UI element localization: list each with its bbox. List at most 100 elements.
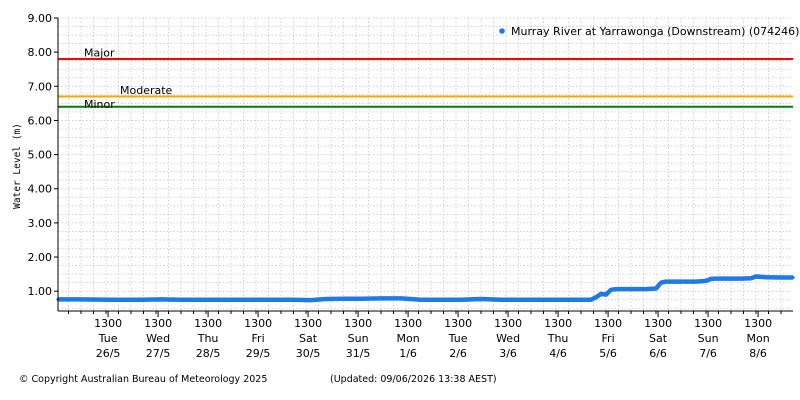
x-tick-label: 31/5 [346,347,371,360]
data-point [324,297,328,301]
x-tick-label: 7/6 [699,347,717,360]
threshold-label-major: Major [84,46,115,59]
x-tick-label: 1300 [244,317,272,330]
x-tick-label: Sun [348,332,369,345]
x-tick-label: 1300 [744,317,772,330]
data-point [754,274,758,279]
x-tick-label: Thu [547,332,569,345]
data-point [109,298,113,302]
data-point [309,298,313,302]
x-tick-label: 1300 [94,317,122,330]
data-point [791,275,795,280]
y-tick-label: 2.00 [28,251,53,264]
x-tick-label: Mon [746,332,769,345]
data-point [704,279,708,283]
data-point [659,281,663,285]
x-tick-label: 1300 [194,317,222,330]
data-point [179,298,183,302]
x-tick-label: 1300 [444,317,472,330]
x-tick-label: 1300 [644,317,672,330]
x-tick-label: 1300 [394,317,422,330]
y-tick-label: 3.00 [28,217,53,230]
data-point [679,280,683,284]
x-tick-label: 1300 [544,317,572,330]
x-tick-label: Wed [496,332,520,345]
x-tick-label: 28/5 [196,347,221,360]
chart-legend: Murray River at Yarrawonga (Downstream) … [499,25,799,38]
x-tick-label: Sun [698,332,719,345]
flood-thresholds: Major Moderate Minor [58,46,793,111]
data-point [779,275,783,280]
data-point [614,287,618,291]
data-point [229,298,233,302]
data-point [589,298,593,302]
x-tick-label: 6/6 [649,347,667,360]
x-axis-ticks: 1300 Tue 26/5 1300 Wed 27/5 1300 Thu 28/5 1300 Fri… [68,311,782,360]
x-tick-label: Tue [448,332,468,345]
y-tick-label: 8.00 [28,46,53,59]
data-point [259,298,263,302]
data-point [79,297,83,301]
data-point [694,280,698,284]
data-point [379,296,383,300]
legend-marker [499,28,505,34]
x-tick-label: Wed [146,332,170,345]
x-tick-label: 8/6 [749,347,767,360]
data-point [714,276,718,281]
x-tick-label: 3/6 [499,347,517,360]
threshold-label-moderate: Moderate [120,84,173,97]
y-tick-label: 7.00 [28,80,53,93]
x-tick-label: 1/6 [399,347,417,360]
data-point [289,298,293,302]
data-point [399,296,403,300]
x-tick-label: 26/5 [96,347,121,360]
data-point [559,298,563,302]
x-tick-label: Mon [396,332,419,345]
data-point [764,275,768,279]
water-level-chart: Major Moderate Minor 9.00 8.00 7.00 6.00 5.00 4… [12,12,799,360]
data-point [419,298,423,302]
x-tick-label: Fri [602,332,615,345]
x-tick-label: 1300 [144,317,172,330]
data-point [529,298,533,302]
x-tick-label: Thu [197,332,219,345]
chart-series [56,274,795,303]
data-point [594,295,598,299]
data-point [604,293,608,297]
x-tick-label: 1300 [294,317,322,330]
data-point [599,292,603,296]
data-point [654,286,658,291]
data-point [499,298,503,302]
copyright-text: © Copyright Australian Bureau of Meteoro… [19,374,268,385]
updated-timestamp: (Updated: 09/06/2026 13:38 AEST) [330,374,497,385]
x-tick-label: 1300 [694,317,722,330]
data-point [664,280,668,284]
data-point [729,276,733,281]
x-tick-label: 29/5 [246,347,271,360]
x-tick-label: 5/6 [599,347,617,360]
x-tick-label: 1300 [344,317,372,330]
y-tick-label: 9.00 [28,12,53,25]
x-tick-label: Tue [98,332,118,345]
data-point [439,298,443,302]
threshold-label-minor: Minor [84,98,115,111]
data-point [159,297,163,301]
data-point [739,276,743,281]
y-tick-label: 5.00 [28,149,53,162]
data-point [199,298,203,302]
data-point [644,287,648,291]
data-point [609,288,613,292]
x-tick-label: 2/6 [449,347,467,360]
x-tick-label: 4/6 [549,347,567,360]
y-axis-label: Water Level (m) [12,123,23,209]
data-point [749,276,753,280]
y-tick-label: 1.00 [28,285,53,298]
y-axis-ticks: 9.00 8.00 7.00 6.00 5.00 4.00 3.00 2.00 1.00 [28,12,58,298]
data-point [479,297,483,301]
legend-label: Murray River at Yarrawonga (Downstream) … [511,25,799,38]
data-point [709,277,713,281]
y-tick-label: 4.00 [28,183,53,196]
data-point [344,297,348,301]
x-tick-label: 30/5 [296,347,321,360]
data-point [629,287,633,291]
